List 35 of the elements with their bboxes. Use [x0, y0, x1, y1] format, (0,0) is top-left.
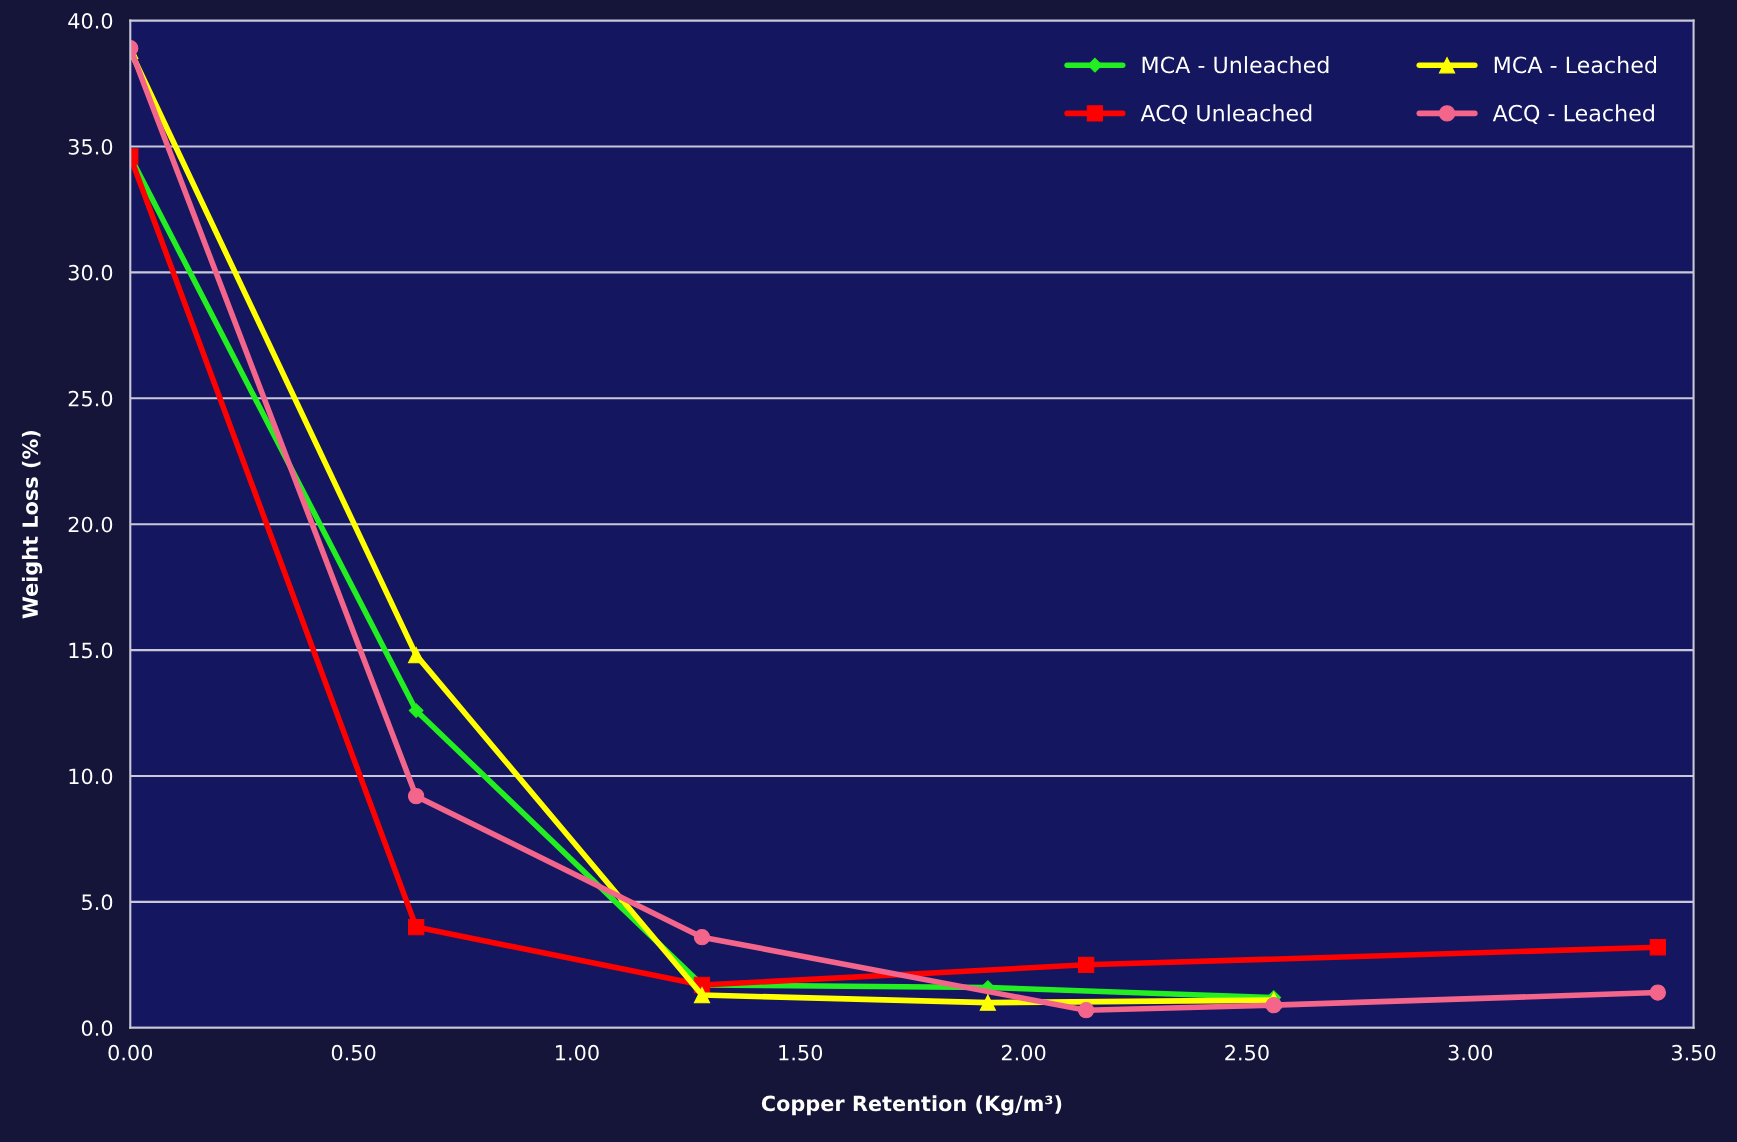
y-tick-label: 5.0: [82, 894, 113, 911]
point: [1649, 939, 1667, 956]
point: [693, 986, 711, 1004]
point: [1265, 996, 1282, 1014]
legend-label: ACQ Unleached: [1140, 104, 1312, 125]
x-tick-label: 0.00: [108, 1044, 153, 1061]
point: [1077, 956, 1095, 974]
x-tick-label: 1.50: [779, 1044, 823, 1061]
x-tick-label: 2.50: [1225, 1044, 1269, 1061]
y-tick-label: 35.0: [68, 138, 113, 155]
y-tick-label: 20.0: [68, 516, 113, 533]
legend-label: ACQ - Leached: [1492, 104, 1654, 125]
y-tick-label: 30.0: [68, 264, 113, 281]
legend-label: MCA - Unleached: [1142, 56, 1329, 74]
y-tick-label: 0.0: [81, 1020, 113, 1037]
point: [408, 703, 424, 718]
y-tick-label: 15.0: [69, 642, 113, 659]
y-tick-label: 40.0: [68, 13, 113, 29]
x-axis-title: Copper Retention (Kg/m³): [761, 1095, 1062, 1116]
x-tick-label: 3.00: [1448, 1044, 1493, 1061]
point: [979, 994, 997, 1011]
y-axis-title: Weight Loss (%): [21, 430, 43, 619]
point: [1077, 1002, 1095, 1019]
point: [407, 787, 425, 805]
x-tick-label: 1.00: [556, 1044, 599, 1061]
point: [693, 928, 711, 946]
point: [407, 918, 425, 936]
x-tick-label: 2.00: [1001, 1044, 1046, 1061]
point: [407, 646, 425, 664]
legend-label: MCA - Leached: [1494, 56, 1656, 74]
point: [1649, 984, 1667, 1001]
y-tick-label: 10.0: [69, 768, 113, 785]
x-tick-label: 0.50: [331, 1044, 376, 1061]
x-tick-label: 3.50: [1671, 1044, 1716, 1061]
y-tick-label: 25.0: [68, 390, 113, 407]
